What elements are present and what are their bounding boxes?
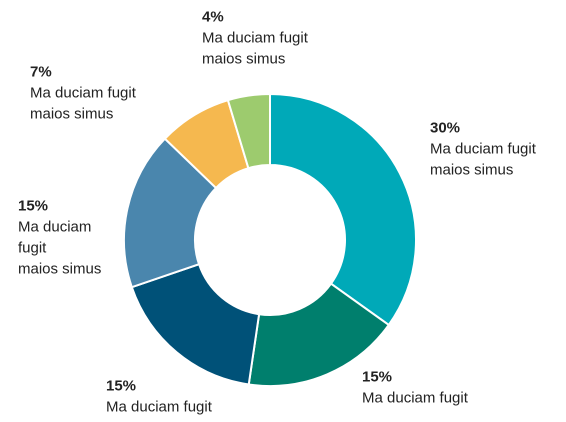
value-label: 15%: [106, 377, 136, 394]
category-label: fugit: [18, 239, 47, 256]
value-label: 30%: [430, 119, 460, 136]
value-label: 4%: [202, 8, 224, 25]
value-label: 7%: [30, 63, 52, 80]
category-label: Ma duciam fugit: [106, 398, 213, 415]
donut-slice: [226, 92, 271, 170]
category-label: maios simus: [30, 105, 113, 122]
category-label: maios simus: [430, 161, 513, 178]
donut-slice: [130, 262, 261, 386]
category-label: Ma duciam fugit: [430, 140, 537, 157]
value-label: 15%: [362, 368, 392, 385]
donut-slice: [269, 92, 417, 327]
category-label: maios simus: [202, 50, 285, 67]
category-label: Ma duciam fugit: [202, 29, 309, 46]
category-label: maios simus: [18, 260, 101, 277]
category-label: Ma duciam: [18, 218, 91, 235]
category-label: Ma duciam fugit: [30, 84, 137, 101]
category-label: Ma duciam fugit: [362, 389, 469, 406]
value-label: 15%: [18, 197, 48, 214]
